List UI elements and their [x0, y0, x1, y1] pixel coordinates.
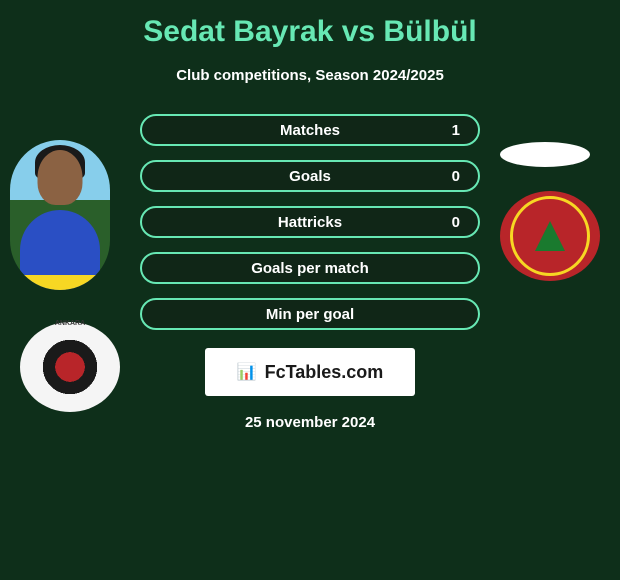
stat-row-goals: Goals 0 [140, 160, 480, 192]
stat-value-right: 0 [452, 214, 460, 231]
stat-label: Min per goal [266, 306, 354, 323]
brand-text: FcTables.com [265, 362, 384, 383]
badge-inner-left: ANKARA [35, 332, 105, 402]
badge-text-ankara: ANKARA [55, 320, 85, 327]
content-area: ANKARA Matches 1 Goals 0 Hattricks 0 Goa… [0, 114, 620, 431]
club-badge-right [500, 191, 600, 281]
stat-label: Goals [289, 168, 331, 185]
player-avatar-left [10, 140, 110, 290]
stat-row-hattricks: Hattricks 0 [140, 206, 480, 238]
stat-label: Hattricks [278, 214, 342, 231]
page-title: Sedat Bayrak vs Bülbül [0, 0, 620, 49]
club-badge-left: ANKARA [20, 322, 120, 412]
stat-row-min-per-goal: Min per goal [140, 298, 480, 330]
player-jersey-stripe [20, 275, 100, 290]
fctables-brand-badge: 📊 FcTables.com [205, 348, 415, 396]
player-head [38, 150, 83, 205]
badge-inner-right [510, 196, 590, 276]
stat-value-right: 0 [452, 168, 460, 185]
player-avatar-right-blank [500, 142, 590, 167]
stat-label: Goals per match [251, 260, 369, 277]
stat-row-goals-per-match: Goals per match [140, 252, 480, 284]
stat-row-matches: Matches 1 [140, 114, 480, 146]
page-subtitle: Club competitions, Season 2024/2025 [0, 67, 620, 84]
stat-value-right: 1 [452, 122, 460, 139]
tree-icon [535, 221, 565, 251]
chart-icon: 📊 [237, 362, 257, 382]
stat-label: Matches [280, 122, 340, 139]
stats-list: Matches 1 Goals 0 Hattricks 0 Goals per … [140, 114, 480, 330]
date-text: 25 november 2024 [0, 414, 620, 431]
